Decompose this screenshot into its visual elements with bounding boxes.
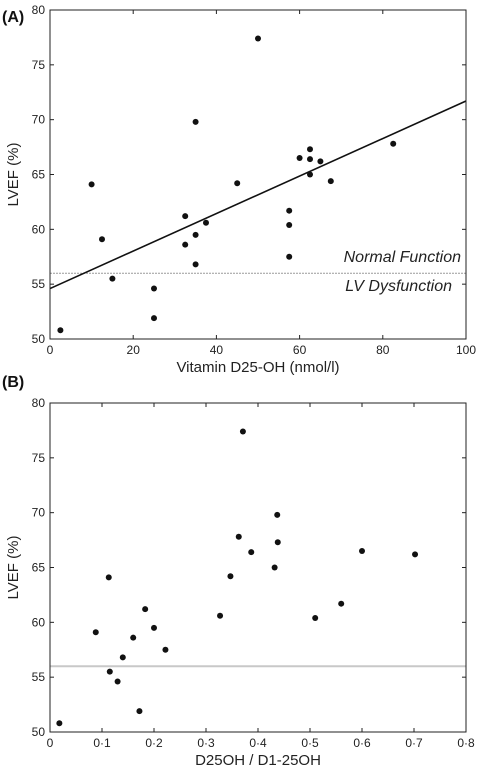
- panel-b-y-tick-label: 60: [32, 615, 46, 629]
- panel-b-data-point: [114, 678, 121, 685]
- panel-a-data-point: [192, 231, 199, 238]
- panel-b-y-tick-label: 80: [32, 396, 46, 410]
- panel-b-x-tick-label: 0·6: [353, 736, 371, 750]
- panel-b-x-tick-label: 0·8: [457, 736, 475, 750]
- panel-a-data-point: [255, 35, 261, 42]
- panel-b-y-tick-label: 65: [32, 561, 46, 575]
- panel-b-data-point: [312, 614, 319, 621]
- panel-b-x-tick-label: 0·4: [249, 736, 267, 750]
- panel-a-data-point: [307, 171, 313, 178]
- panel-a-x-axis-label: Vitamin D25-OH (nmol/l): [176, 359, 339, 376]
- panel-a-data-point: [151, 285, 157, 292]
- panel-a-data-point: [203, 219, 209, 226]
- panel-b-data-point: [274, 539, 281, 546]
- panel-b-data-point: [248, 549, 255, 556]
- panel-b-x-tick-label: 0·1: [93, 736, 111, 750]
- panel-a-x-tick-label: 0: [47, 343, 54, 357]
- panel-b-data-point: [338, 600, 345, 607]
- panel-a-data-point: [192, 261, 199, 268]
- panel-b-data-point: [271, 564, 278, 571]
- panel-a-y-tick-label: 80: [32, 3, 46, 17]
- panel-a-data-point: [286, 221, 293, 228]
- panel-b-data-point: [151, 624, 157, 631]
- panel-a-y-tick-label: 60: [32, 222, 46, 236]
- panel-b-x-tick-label: 0: [47, 736, 54, 750]
- panel-b-y-tick-label: 75: [32, 451, 46, 465]
- panel-b-x-tick-label: 0·2: [145, 736, 163, 750]
- panel-a-y-axis-label: LVEF (%): [5, 143, 22, 207]
- panel-a-data-point: [109, 275, 116, 282]
- panel-a-data-point: [307, 156, 313, 163]
- panel-a-data-point: [57, 327, 64, 334]
- panel-a-y-tick-label: 65: [32, 168, 46, 182]
- panel-b-plot-frame: [49, 402, 467, 733]
- panel-b-data-point: [217, 612, 224, 619]
- panel-a-data-point: [286, 253, 293, 260]
- panel-b-data-point: [105, 574, 112, 581]
- panel-b-data-point: [92, 629, 99, 636]
- panel-a-label: (A): [2, 9, 24, 26]
- panel-a-data-point: [307, 146, 313, 153]
- panel-a-data-point: [182, 241, 189, 248]
- panel-b-label: (B): [2, 374, 24, 391]
- panel-b-data-point: [162, 646, 169, 653]
- panel-a-x-tick-label: 20: [127, 343, 141, 357]
- panel-a-data-point: [234, 180, 241, 187]
- panel-b-y-tick-label: 70: [32, 506, 46, 520]
- panel-b-data-point: [130, 634, 137, 641]
- panel-b-data-point: [106, 668, 113, 675]
- panel-b-data-point: [56, 720, 63, 727]
- panel-b-data-point: [227, 573, 234, 580]
- panel-a-x-tick-label: 60: [293, 343, 307, 357]
- panel-a-x-tick-label: 40: [210, 343, 224, 357]
- panel-b-y-axis-label: LVEF (%): [5, 536, 22, 600]
- panel-b-x-axis-label: D25OH / D1-25OH: [195, 752, 321, 769]
- panel-a-data-point: [192, 118, 199, 125]
- panel-b-data-point: [136, 708, 143, 715]
- panel-a-data-point: [286, 207, 293, 214]
- panel-b-x-tick-label: 0·7: [405, 736, 423, 750]
- panel-b-y-tick-label: 50: [32, 725, 46, 739]
- panel-a-y-tick-label: 70: [32, 113, 46, 127]
- panel-a-data-point: [390, 140, 397, 147]
- panel-b-data-point: [239, 428, 246, 435]
- panel-a-annotation-normal-function: Normal Function: [344, 249, 461, 266]
- panel-a-data-point: [99, 236, 105, 243]
- panel-a-data-point: [182, 213, 189, 220]
- panel-b-data-point: [142, 606, 149, 613]
- panel-b-data-point: [359, 548, 365, 555]
- panel-b-x-tick-label: 0·5: [301, 736, 319, 750]
- panel-a-y-tick-label: 55: [32, 277, 46, 291]
- panel-a-data-point: [151, 315, 157, 322]
- panel-b-x-tick-label: 0·3: [197, 736, 215, 750]
- panel-b-data-point: [412, 551, 419, 558]
- panel-a-data-point: [296, 155, 303, 162]
- panel-a-annotation-lv-dysfunction: LV Dysfunction: [345, 278, 452, 295]
- panel-a-data-point: [317, 158, 324, 165]
- panel-a-x-tick-label: 100: [456, 343, 476, 357]
- panel-a-x-tick-label: 80: [376, 343, 390, 357]
- panel-b-data-point: [235, 533, 242, 540]
- panel-a-y-tick-label: 50: [32, 332, 46, 346]
- panel-b-data-point: [274, 511, 281, 518]
- panel-a-data-point: [88, 181, 95, 188]
- panel-a-y-tick-label: 75: [32, 58, 46, 72]
- panel-b-y-tick-label: 55: [32, 670, 46, 684]
- panel-a-data-point: [327, 178, 334, 185]
- panel-a-regression-line: [49, 100, 467, 290]
- panel-b-data-point: [119, 654, 126, 661]
